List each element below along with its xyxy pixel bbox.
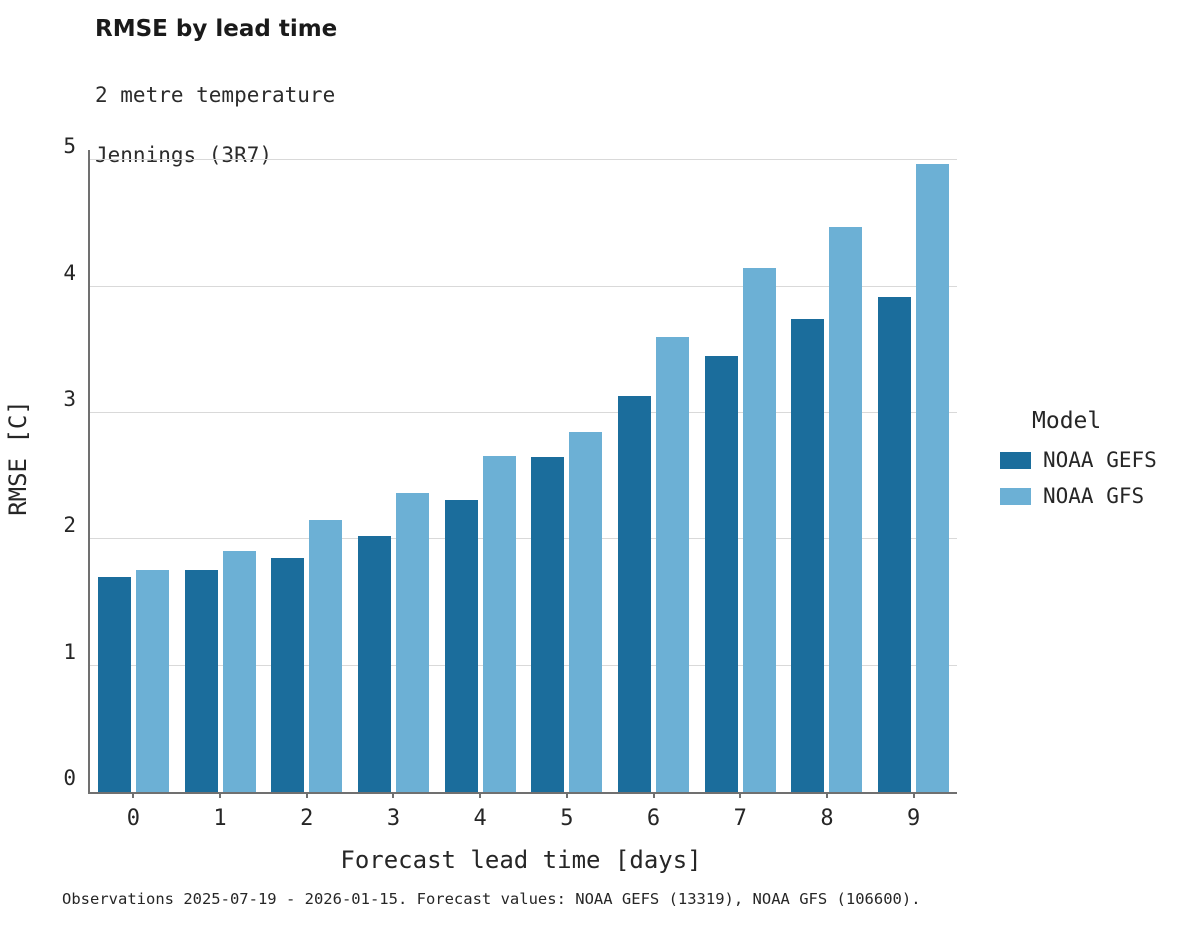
bar-noaa-gefs-7 [705,356,738,792]
bar-group-2 [263,520,350,792]
y-tick-label-2: 2 [63,513,76,537]
plot-area: 0123450123456789 [88,150,957,794]
bar-group-0 [90,570,177,792]
legend: Model NOAA GEFS NOAA GFS [1000,408,1157,520]
x-tick-mark-6 [653,792,655,798]
bar-group-7 [697,268,784,793]
x-tick-mark-4 [479,792,481,798]
y-tick-label-4: 4 [63,261,76,285]
legend-title: Model [1032,408,1157,434]
x-tick-mark-1 [219,792,221,798]
x-tick-mark-0 [132,792,134,798]
x-tick-mark-3 [392,792,394,798]
bar-noaa-gfs-8 [829,227,862,792]
bar-noaa-gfs-0 [136,570,169,792]
bar-noaa-gfs-6 [656,337,689,792]
bar-noaa-gfs-3 [396,493,429,793]
footer-caption: Observations 2025-07-19 - 2026-01-15. Fo… [62,890,921,908]
bar-noaa-gfs-9 [916,164,949,792]
legend-label-noaa-gefs: NOAA GEFS [1043,448,1157,472]
bar-group-4 [437,456,524,792]
legend-entry-noaa-gfs: NOAA GFS [1000,484,1157,508]
bar-noaa-gfs-2 [309,520,342,792]
x-tick-mark-8 [826,792,828,798]
gridline-y-5 [90,159,957,160]
x-tick-label-9: 9 [907,806,920,831]
x-tick-label-5: 5 [560,806,573,831]
bar-noaa-gfs-7 [743,268,776,793]
bar-noaa-gefs-4 [445,500,478,792]
bar-noaa-gfs-1 [223,551,256,792]
x-tick-label-2: 2 [300,806,313,831]
y-tick-label-3: 3 [63,387,76,411]
x-tick-label-7: 7 [734,806,747,831]
bar-noaa-gfs-4 [483,456,516,792]
x-tick-label-6: 6 [647,806,660,831]
x-tick-label-3: 3 [387,806,400,831]
x-tick-mark-5 [566,792,568,798]
bar-noaa-gefs-5 [531,457,564,792]
y-tick-label-5: 5 [63,134,76,158]
bar-group-6 [610,337,697,792]
bar-noaa-gefs-6 [618,396,651,792]
bar-noaa-gefs-3 [358,536,391,793]
legend-swatch-noaa-gefs [1000,452,1031,469]
bar-group-8 [784,227,871,792]
legend-label-noaa-gfs: NOAA GFS [1043,484,1144,508]
legend-entry-noaa-gefs: NOAA GEFS [1000,448,1157,472]
x-tick-label-4: 4 [474,806,487,831]
bar-noaa-gefs-1 [185,570,218,792]
bar-group-3 [350,493,437,793]
y-tick-label-1: 1 [63,640,76,664]
x-axis-label: Forecast lead time [days] [340,846,701,874]
x-tick-label-8: 8 [820,806,833,831]
bar-noaa-gefs-8 [791,319,824,792]
bar-group-5 [524,432,611,792]
chart-subtitle-line1: 2 metre temperature [95,80,335,110]
bar-noaa-gefs-0 [98,577,131,792]
y-tick-label-0: 0 [63,766,76,790]
y-axis-label: RMSE [C] [4,400,32,516]
x-tick-mark-2 [306,792,308,798]
x-tick-mark-7 [739,792,741,798]
bar-group-1 [177,551,264,792]
x-tick-label-0: 0 [127,806,140,831]
bar-noaa-gefs-9 [878,297,911,792]
x-tick-mark-9 [913,792,915,798]
legend-swatch-noaa-gfs [1000,488,1031,505]
x-tick-label-1: 1 [213,806,226,831]
chart-figure: RMSE by lead time 2 metre temperature Je… [0,0,1195,928]
bar-group-9 [870,164,957,792]
bar-noaa-gefs-2 [271,558,304,792]
chart-title: RMSE by lead time [95,16,337,42]
bar-noaa-gfs-5 [569,432,602,792]
